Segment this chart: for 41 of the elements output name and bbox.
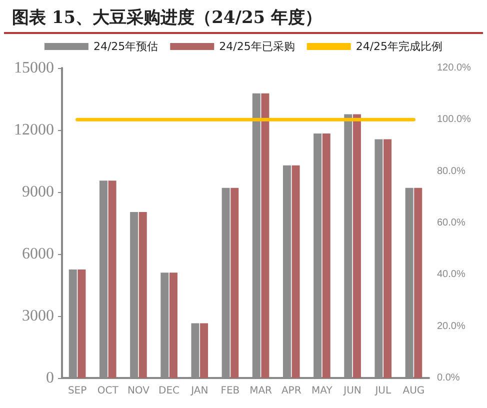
x-tick-label: JUN <box>342 386 362 396</box>
y2-tick-label: 100.0% <box>437 114 472 126</box>
bar <box>261 93 270 378</box>
y-tick-label: 6000 <box>22 246 54 262</box>
bar <box>230 188 239 378</box>
bar <box>200 323 208 378</box>
bar <box>169 272 178 378</box>
y2-tick-label: 40.0% <box>437 269 466 280</box>
y2-tick-label: 60.0% <box>437 218 466 228</box>
x-tick-label: OCT <box>97 386 120 396</box>
chart-title: 图表 15、大豆采购进度（24/25 年度） <box>4 0 483 34</box>
x-tick-label: FEB <box>220 386 240 396</box>
x-tick-label: DEC <box>158 386 180 396</box>
y2-tick-label: 80.0% <box>437 166 466 177</box>
y2-tick-label: 120.0% <box>437 62 472 74</box>
bar <box>322 134 330 378</box>
x-tick-label: JAN <box>190 386 208 396</box>
bar <box>292 165 300 378</box>
x-tick-label: JUL <box>374 386 392 396</box>
bar <box>384 139 392 378</box>
bar <box>78 270 86 378</box>
y2-tick-label: 0.0% <box>437 372 460 384</box>
y-tick-label: 0 <box>46 370 54 386</box>
x-tick-label: SEP <box>68 386 87 396</box>
y-tick-label: 9000 <box>22 184 54 200</box>
legend-label: 24/25年预估 <box>93 40 158 53</box>
bar <box>414 188 422 378</box>
bar <box>138 212 147 378</box>
legend-label: 24/25年已采购 <box>219 40 295 53</box>
x-tick-label: NOV <box>127 386 150 396</box>
legend-label: 24/25年完成比例 <box>356 40 443 53</box>
x-tick-label: MAY <box>312 386 334 396</box>
x-tick-label: AUG <box>402 386 425 396</box>
y2-tick-label: 20.0% <box>437 320 466 332</box>
y-tick-label: 15000 <box>14 60 54 76</box>
y-tick-label: 12000 <box>14 122 54 138</box>
y-tick-label: 3000 <box>22 308 54 324</box>
bar <box>108 180 116 378</box>
x-tick-label: APR <box>281 386 302 396</box>
x-tick-label: MAR <box>250 386 272 396</box>
bar <box>352 114 361 378</box>
